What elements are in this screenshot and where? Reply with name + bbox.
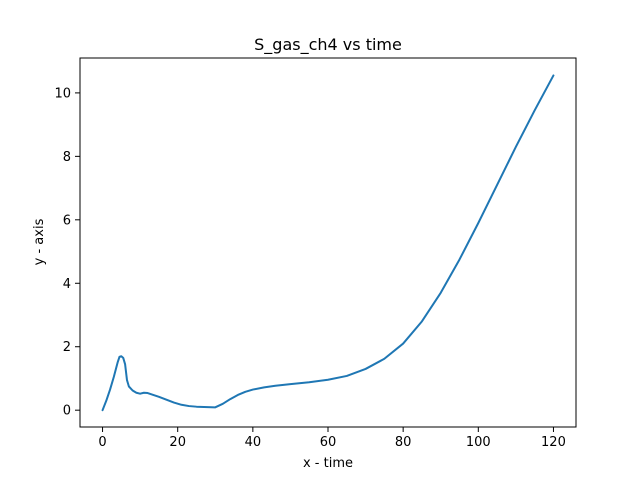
x-ticks: 0 20 40 60 80 100 120 (98, 427, 566, 450)
series-layer (101, 74, 555, 412)
y-tick-label: 0 (63, 404, 71, 419)
x-tick-label: 20 (169, 435, 186, 450)
y-tick-label: 4 (63, 277, 71, 292)
plot-area (80, 58, 576, 427)
series-line (101, 74, 555, 412)
y-tick-label: 6 (63, 213, 71, 228)
y-ticks: 0 2 4 6 8 10 (54, 86, 80, 419)
y-tick-label: 10 (54, 86, 71, 101)
y-tick-label: 2 (63, 340, 71, 355)
x-tick-label: 80 (395, 435, 412, 450)
x-axis-label: x - time (303, 456, 353, 471)
y-axis-label: y - axis (32, 218, 47, 265)
chart-title: S_gas_ch4 vs time (254, 35, 402, 55)
x-tick-label: 40 (245, 435, 262, 450)
x-tick-label: 120 (541, 435, 566, 450)
x-tick-label: 0 (98, 435, 106, 450)
x-tick-label: 100 (466, 435, 491, 450)
y-tick-label: 8 (63, 150, 71, 165)
x-tick-label: 60 (320, 435, 337, 450)
